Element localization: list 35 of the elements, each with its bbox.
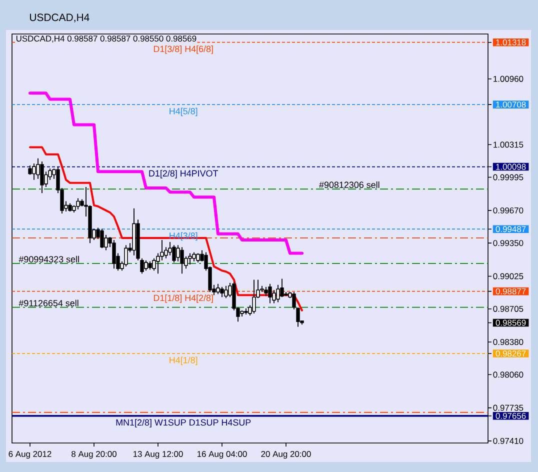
y-tick-label: 1.00708 — [496, 102, 526, 108]
x-tick-label: 8 Aug 20:00 — [72, 451, 116, 459]
y-tick-label: 1.00960 — [494, 76, 524, 82]
ref-line-label: #90812306 sell — [319, 181, 380, 188]
y-tick-label: 1.00315 — [494, 142, 524, 148]
y-tick-label: 0.99350 — [493, 240, 524, 246]
ref-line-label: H4[5/8] — [170, 108, 198, 116]
ref-line-label: D1[1/8] H4[2/8] — [154, 294, 213, 303]
chart-title: USDCAD,H4 — [30, 14, 90, 22]
ref-line-label: MN1[2/8] W1SUP D1SUP H4SUP — [116, 419, 251, 428]
ref-line-label: H4[1/8] — [170, 356, 198, 366]
x-tick-label: 6 Aug 2012 — [8, 451, 52, 459]
y-tick-label: 0.97410 — [493, 438, 524, 444]
y-tick-label: 0.97735 — [493, 404, 524, 411]
y-tick-label: 0.98267 — [496, 350, 526, 357]
y-tick-label: 0.98380 — [493, 339, 524, 346]
y-tick-label: 0.98705 — [493, 306, 524, 312]
x-tick-label: 20 Aug 20:00 — [261, 451, 311, 459]
y-tick-label: 0.99995 — [493, 174, 524, 180]
x-tick-label: 16 Aug 04:00 — [197, 451, 247, 459]
x-tick-label: 13 Aug 12:00 — [133, 451, 183, 459]
ref-line-label: D1[2/8] H4PIVOT — [149, 170, 218, 178]
y-tick-label: 0.99670 — [493, 207, 524, 214]
ref-line-label: D1[3/8] H4[6/8] — [154, 46, 213, 54]
y-tick-label: 0.98060 — [493, 372, 524, 378]
y-tick-label: 1.00098 — [496, 164, 526, 170]
y-tick-label: 0.97656 — [496, 412, 526, 419]
y-tick-label: 1.01318 — [496, 39, 526, 46]
y-tick-label: 0.99025 — [493, 273, 524, 280]
y-tick-label: 0.98877 — [496, 288, 526, 294]
y-tick-label: 0.99487 — [496, 226, 526, 232]
y-tick-label: 0.98569 — [496, 320, 526, 326]
ref-line-label: #91126654 sell — [18, 300, 78, 306]
chart-subtitle: USDCAD,H4 0.98587 0.98587 0.98550 0.98569 — [16, 36, 196, 43]
ref-line-label: #90994323 sell — [18, 256, 79, 262]
